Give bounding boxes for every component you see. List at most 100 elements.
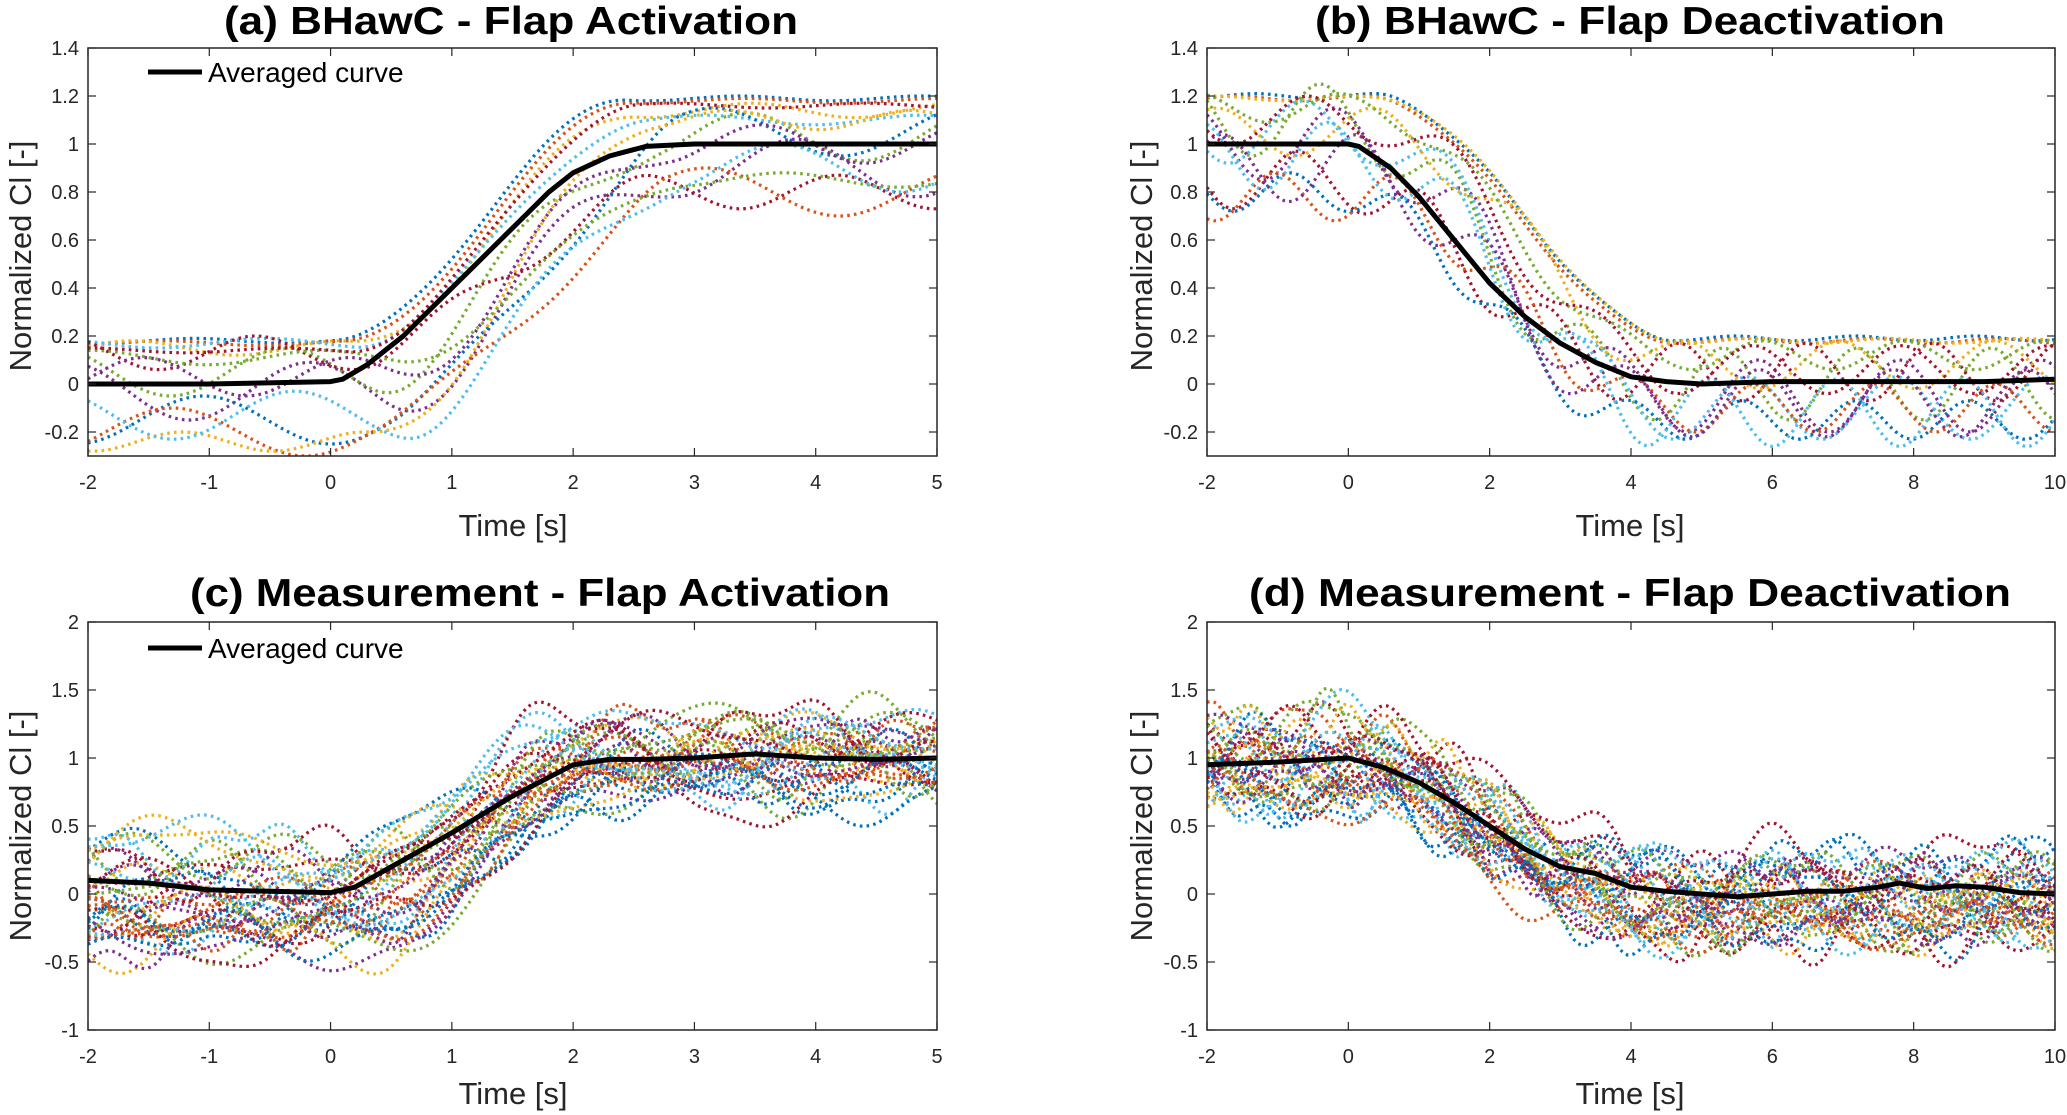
run-line <box>88 171 937 367</box>
panel-d-axes <box>1206 621 2056 1031</box>
y-tick-label: 1.2 <box>51 86 79 108</box>
x-tick-label: 4 <box>1625 1046 1636 1068</box>
panel-a-runs <box>88 94 937 456</box>
run-line <box>88 142 937 441</box>
panel-c-xlabel: Time [s] <box>458 1076 567 1111</box>
run-line <box>1207 731 2055 905</box>
run-line <box>1207 772 2055 956</box>
run-line <box>1207 699 2055 954</box>
run-line <box>1207 94 2055 345</box>
run-line <box>1207 132 2055 439</box>
run-line <box>88 752 937 900</box>
run-line <box>88 730 937 943</box>
run-line <box>88 96 937 348</box>
panel-a-xlabel: Time [s] <box>458 508 567 543</box>
panel-c-runs <box>88 690 937 976</box>
run-line <box>1207 91 2055 372</box>
x-tick-label: 8 <box>1908 1046 1919 1068</box>
run-line <box>88 746 937 937</box>
y-tick-label: 0.5 <box>1170 816 1198 838</box>
panel-d-ticks: -2 0 2 4 6 8 10 -1 -0.5 0 0.5 1 1.5 2 <box>1164 612 2067 1068</box>
run-line <box>88 111 937 398</box>
y-tick-label: 0.2 <box>51 326 79 348</box>
panel-b-xlabel: Time [s] <box>1575 508 1684 543</box>
run-line <box>1207 756 2055 945</box>
x-tick-label: 5 <box>931 472 942 494</box>
run-line <box>88 113 937 350</box>
panel-d: (d) Measurement - Flap Deactivation -2 0 2… <box>1124 572 2066 1111</box>
axes-box <box>1206 621 2056 1031</box>
x-tick-label: 1 <box>446 472 457 494</box>
panel-c: (c) Measurement - Flap Activation -2 -1 0 1… <box>3 572 943 1111</box>
run-line <box>1207 730 2055 914</box>
x-tick-label: 3 <box>689 1046 700 1068</box>
panel-d-xlabel: Time [s] <box>1575 1076 1684 1111</box>
x-tick-label: 0 <box>1343 1046 1354 1068</box>
run-line <box>88 734 937 973</box>
y-tick-label: -0.2 <box>45 422 79 444</box>
y-tick-label: 1 <box>68 748 79 770</box>
run-line <box>1207 686 2055 957</box>
run-line <box>1207 149 2055 403</box>
run-line <box>1207 769 2055 955</box>
run-line <box>88 756 937 963</box>
run-line <box>88 752 937 939</box>
x-tick-label: 5 <box>931 1046 942 1068</box>
legend-label: Averaged curve <box>208 633 404 664</box>
y-tick-label: 1 <box>1187 134 1198 156</box>
x-tick-label: 0 <box>1343 472 1354 494</box>
y-tick-label: 1.4 <box>1170 38 1198 60</box>
run-line <box>1207 766 2055 945</box>
x-tick-label: 2 <box>1484 472 1495 494</box>
panel-a-ticks: -2 -1 0 1 2 3 4 5 -0.2 0 0.2 0.4 0.6 0.8 1 1.2 1.4 <box>45 38 943 494</box>
run-line <box>1207 736 2055 932</box>
axes-box <box>87 47 938 457</box>
run-line <box>1207 120 2055 449</box>
y-tick-label: -0.5 <box>1164 952 1198 974</box>
y-tick-label: 0 <box>1187 374 1198 396</box>
panel-b-averaged <box>1207 141 2055 387</box>
run-line <box>88 707 937 932</box>
panel-a-ylabel: Normalized Cl [-] <box>3 141 38 372</box>
run-line <box>1207 171 2055 434</box>
y-tick-label: 1 <box>68 134 79 156</box>
y-tick-label: 1.4 <box>51 38 79 60</box>
run-line <box>88 690 937 905</box>
y-tick-label: 2 <box>1187 612 1198 634</box>
run-line <box>1207 106 2055 391</box>
panel-a-averaged <box>88 141 937 387</box>
run-line <box>1207 82 2055 422</box>
run-line <box>88 101 937 357</box>
panel-b-runs <box>1207 82 2055 449</box>
x-tick-label: 2 <box>1484 1046 1495 1068</box>
x-tick-label: 4 <box>1625 472 1636 494</box>
panel-a: (a) BHawC - Flap Activation -2 -1 0 1 2 3 4 5 -0… <box>3 0 943 543</box>
panel-c-ylabel: Normalized Cl [-] <box>3 711 38 942</box>
run-line <box>1207 757 2055 921</box>
panel-b-ticks: -2 0 2 4 6 8 10 -0.2 0 0.2 0.4 0.6 0.8 1 1.2 1.4 <box>1164 38 2067 494</box>
x-tick-label: 1 <box>446 1046 457 1068</box>
x-tick-label: 10 <box>2044 1046 2066 1068</box>
run-line <box>88 166 937 456</box>
y-tick-label: 0.8 <box>1170 182 1198 204</box>
y-tick-label: 1.2 <box>1170 86 1198 108</box>
y-tick-label: -1 <box>1180 1020 1198 1042</box>
averaged-curve-line <box>88 751 937 896</box>
run-line <box>1207 738 2055 931</box>
panel-a-title: (a) BHawC - Flap Activation <box>224 0 798 43</box>
averaged-curve-line <box>1207 755 2055 900</box>
run-line <box>1207 92 2055 343</box>
panel-b-title: (b) BHawC - Flap Deactivation <box>1315 0 1945 43</box>
y-tick-label: 1.5 <box>51 680 79 702</box>
run-line <box>1207 734 2055 930</box>
y-tick-label: 0 <box>1187 884 1198 906</box>
run-line <box>1207 757 2055 933</box>
run-line <box>1207 94 2055 345</box>
run-line <box>88 772 937 885</box>
panel-a-legend: Averaged curve <box>148 57 404 88</box>
run-line <box>88 761 937 946</box>
y-tick-label: -0.2 <box>1164 422 1198 444</box>
run-line <box>1207 106 2055 434</box>
x-tick-label: 0 <box>325 472 336 494</box>
